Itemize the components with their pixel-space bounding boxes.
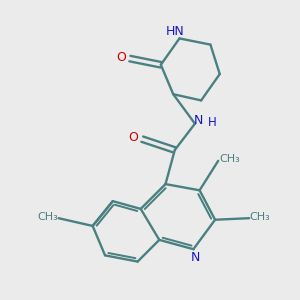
Text: CH₃: CH₃ [220,154,240,164]
Text: O: O [116,50,126,64]
Text: N: N [194,114,203,127]
Text: CH₃: CH₃ [250,212,270,222]
Text: HN: HN [165,25,184,38]
Text: H: H [208,116,216,129]
Text: O: O [129,131,139,144]
Text: N: N [191,251,201,264]
Text: CH₃: CH₃ [37,212,58,222]
